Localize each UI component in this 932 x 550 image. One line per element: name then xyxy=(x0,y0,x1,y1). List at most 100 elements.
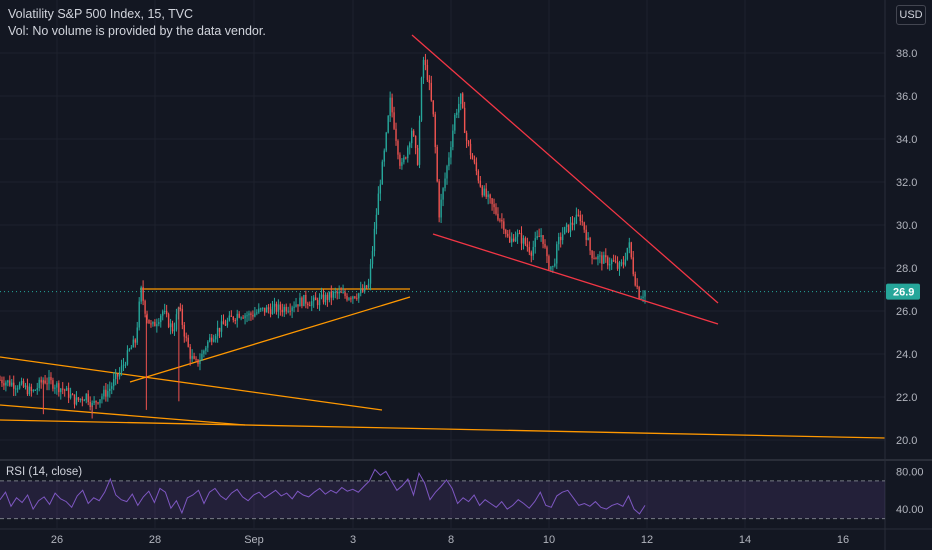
candle-body xyxy=(216,327,219,337)
candle-body xyxy=(44,380,46,384)
candle-body xyxy=(450,147,452,158)
candle-body xyxy=(393,112,395,129)
time-tick-label: 10 xyxy=(543,534,555,546)
candle-body xyxy=(559,236,562,241)
candle-body xyxy=(73,394,76,405)
candle-body xyxy=(497,213,499,220)
candle-body xyxy=(16,388,19,390)
candle-body xyxy=(58,383,60,393)
price-axis[interactable]: 20.0 22.0 24.0 26.0 28.0 30.0 32.0 34.0 36.0 38.0… xyxy=(884,0,920,550)
candle-body xyxy=(565,224,568,227)
candle-body xyxy=(185,336,187,338)
candle-body xyxy=(510,238,513,243)
candle-body xyxy=(18,383,21,389)
candle-body xyxy=(456,112,458,115)
candle-body xyxy=(252,315,254,317)
candle-body xyxy=(381,161,383,185)
candle-body xyxy=(305,294,307,304)
candle-body xyxy=(593,258,595,260)
candle-body xyxy=(414,135,417,149)
candle-body xyxy=(124,364,127,366)
candle-body xyxy=(262,307,264,309)
candle-body xyxy=(644,291,646,297)
candle-body xyxy=(146,313,148,320)
candle-body xyxy=(628,242,631,248)
candle-body xyxy=(552,265,554,267)
candle-body xyxy=(165,310,168,315)
candle-body xyxy=(544,243,546,248)
candle-body xyxy=(334,291,336,293)
candle-body xyxy=(107,391,109,397)
candle-body xyxy=(299,297,301,307)
time-axis[interactable]: 26 28 Sep 3 8 10 12 14 16 xyxy=(0,528,932,546)
candle-body xyxy=(109,388,111,392)
candle-body xyxy=(142,287,144,301)
candle-body xyxy=(81,398,84,401)
candle-body xyxy=(363,285,366,292)
candle-body xyxy=(111,386,113,389)
candle-body xyxy=(483,188,485,196)
candle-body xyxy=(487,194,489,197)
candle-body xyxy=(624,259,627,265)
candle-body xyxy=(1,379,3,384)
candle-body xyxy=(40,379,42,383)
candle-body xyxy=(150,323,152,325)
candle-body xyxy=(134,339,136,343)
candle-body xyxy=(77,397,80,400)
candle-body xyxy=(475,162,478,172)
candle-body xyxy=(113,379,115,387)
candle-body xyxy=(371,250,374,265)
candle-body xyxy=(293,306,295,308)
price-tick-label: 24.0 xyxy=(896,349,917,361)
candle-body xyxy=(473,159,476,163)
candle-body xyxy=(591,250,593,259)
candle-body xyxy=(63,389,66,391)
candle-body xyxy=(442,188,444,200)
candle-body xyxy=(550,266,552,270)
candle-body xyxy=(603,255,605,264)
candle-body xyxy=(620,262,623,264)
candle-body xyxy=(452,130,454,148)
candle-body xyxy=(375,214,378,229)
candle-body xyxy=(467,140,470,144)
candle-body xyxy=(395,128,397,141)
candle-body xyxy=(232,316,234,321)
candle-body xyxy=(554,263,556,266)
last-price-badge xyxy=(886,283,920,300)
candle-body xyxy=(356,297,358,299)
candle-body xyxy=(542,235,544,244)
red-wedge-lines[interactable] xyxy=(411,34,719,325)
rsi-legend[interactable]: RSI (14, close) xyxy=(6,466,83,478)
candle-body xyxy=(218,327,221,332)
price-tick-label: 34.0 xyxy=(896,134,917,146)
candle-body xyxy=(365,285,368,288)
candle-body xyxy=(634,274,636,286)
currency-button[interactable]: USD xyxy=(896,5,926,25)
candle-body xyxy=(489,194,491,199)
candle-body xyxy=(189,346,191,359)
candle-body xyxy=(491,198,493,205)
candle-body xyxy=(346,295,348,300)
candle-body xyxy=(258,308,260,313)
rsi-tick-label: 40.00 xyxy=(896,504,924,516)
candle-body xyxy=(461,93,464,108)
candle-body xyxy=(618,262,621,269)
symbol-title[interactable]: Volatility S&P 500 Index, 15, TVC xyxy=(8,7,194,21)
candle-body xyxy=(350,298,352,300)
candle-body xyxy=(454,114,456,131)
candle-body xyxy=(418,120,421,165)
price-tick-label: 32.0 xyxy=(896,177,917,189)
time-tick-label: 12 xyxy=(641,534,653,546)
candle-body xyxy=(361,288,364,292)
candle-body xyxy=(285,306,287,312)
candle-body xyxy=(148,319,150,324)
candle-body xyxy=(338,291,340,294)
candle-body xyxy=(507,233,509,237)
candle-body xyxy=(399,154,401,166)
orange-trendline xyxy=(0,356,383,411)
candle-body xyxy=(326,294,329,300)
candle-body xyxy=(214,336,217,340)
rsi-pane[interactable]: 80.00 40.00 xyxy=(0,459,932,520)
candle-body xyxy=(222,321,225,325)
